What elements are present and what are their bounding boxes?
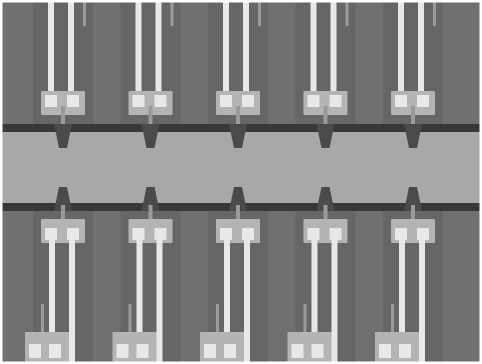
upper-lead-left (398, 0, 404, 95)
bottom-pad-right (399, 344, 411, 358)
upper-lead-left (310, 0, 317, 95)
lower-lead-left (399, 239, 405, 364)
lower-stem (61, 205, 65, 225)
faint-trace (170, 0, 174, 26)
lower-lead-right (69, 239, 75, 364)
upper-contact (404, 124, 422, 148)
lower-pad-right (242, 228, 254, 240)
lower-lead-left (49, 239, 55, 364)
lower-pad-left (45, 228, 57, 240)
bottom-pad-left (116, 344, 129, 358)
faint-trace (258, 0, 261, 26)
lower-contact (404, 187, 422, 211)
upper-lead-left (135, 0, 142, 95)
bottom-trace (216, 304, 219, 334)
faint-trace (345, 0, 349, 26)
bottom-trace (41, 304, 44, 334)
lower-stem (236, 205, 240, 225)
lower-pad-right (329, 228, 342, 240)
upper-pad-right (154, 95, 167, 107)
lower-contact (54, 187, 72, 211)
upper-pad-right (329, 95, 342, 107)
lower-lead-right (156, 239, 163, 364)
upper-lead-right (243, 0, 249, 95)
lower-lead-left (311, 239, 318, 364)
bottom-trace (303, 304, 307, 334)
bottom-pad-right (136, 344, 149, 358)
upper-contact (229, 124, 247, 148)
upper-lead-right (68, 0, 74, 95)
device-array (25, 0, 436, 364)
upper-pad-right (417, 95, 429, 107)
faint-trace (433, 0, 436, 26)
lower-contact (316, 187, 335, 211)
bottom-pad-left (379, 344, 391, 358)
lower-pad-left (395, 228, 407, 240)
bottom-pad-left (29, 344, 41, 358)
lower-pad-left (307, 228, 320, 240)
lower-lead-left (224, 239, 230, 364)
bottom-pad-right (311, 344, 324, 358)
upper-lead-right (418, 0, 424, 95)
upper-contact (54, 124, 72, 148)
upper-stem (411, 106, 415, 130)
upper-pad-left (307, 95, 320, 107)
upper-pad-left (132, 95, 145, 107)
lower-pad-right (67, 228, 79, 240)
upper-stem (148, 106, 153, 130)
upper-stem (323, 106, 328, 130)
bottom-pad-left (204, 344, 216, 358)
upper-pad-right (67, 95, 79, 107)
upper-stem (236, 106, 240, 130)
lower-pad-right (417, 228, 429, 240)
upper-stem (61, 106, 65, 130)
upper-lead-left (48, 0, 54, 95)
lower-lead-right (331, 239, 338, 364)
upper-pad-left (395, 95, 407, 107)
bottom-trace (391, 304, 394, 334)
upper-pad-left (220, 95, 232, 107)
upper-lead-left (223, 0, 229, 95)
lower-pad-left (132, 228, 145, 240)
lower-stem (148, 205, 153, 225)
lower-stem (411, 205, 415, 225)
lower-lead-right (419, 239, 425, 364)
lower-contact (229, 187, 247, 211)
bottom-pad-left (291, 344, 304, 358)
upper-contact (316, 124, 335, 148)
lower-lead-left (136, 239, 143, 364)
bottom-trace (128, 304, 132, 334)
upper-lead-right (330, 0, 337, 95)
lower-stem (323, 205, 328, 225)
lower-pad-right (154, 228, 167, 240)
faint-trace (83, 0, 86, 26)
upper-contact (141, 124, 160, 148)
upper-pad-left (45, 95, 57, 107)
lower-pad-left (220, 228, 232, 240)
upper-pad-right (242, 95, 254, 107)
upper-lead-right (155, 0, 162, 95)
lower-contact (141, 187, 160, 211)
lower-lead-right (244, 239, 250, 364)
bottom-pad-right (224, 344, 236, 358)
bottom-pad-right (49, 344, 61, 358)
